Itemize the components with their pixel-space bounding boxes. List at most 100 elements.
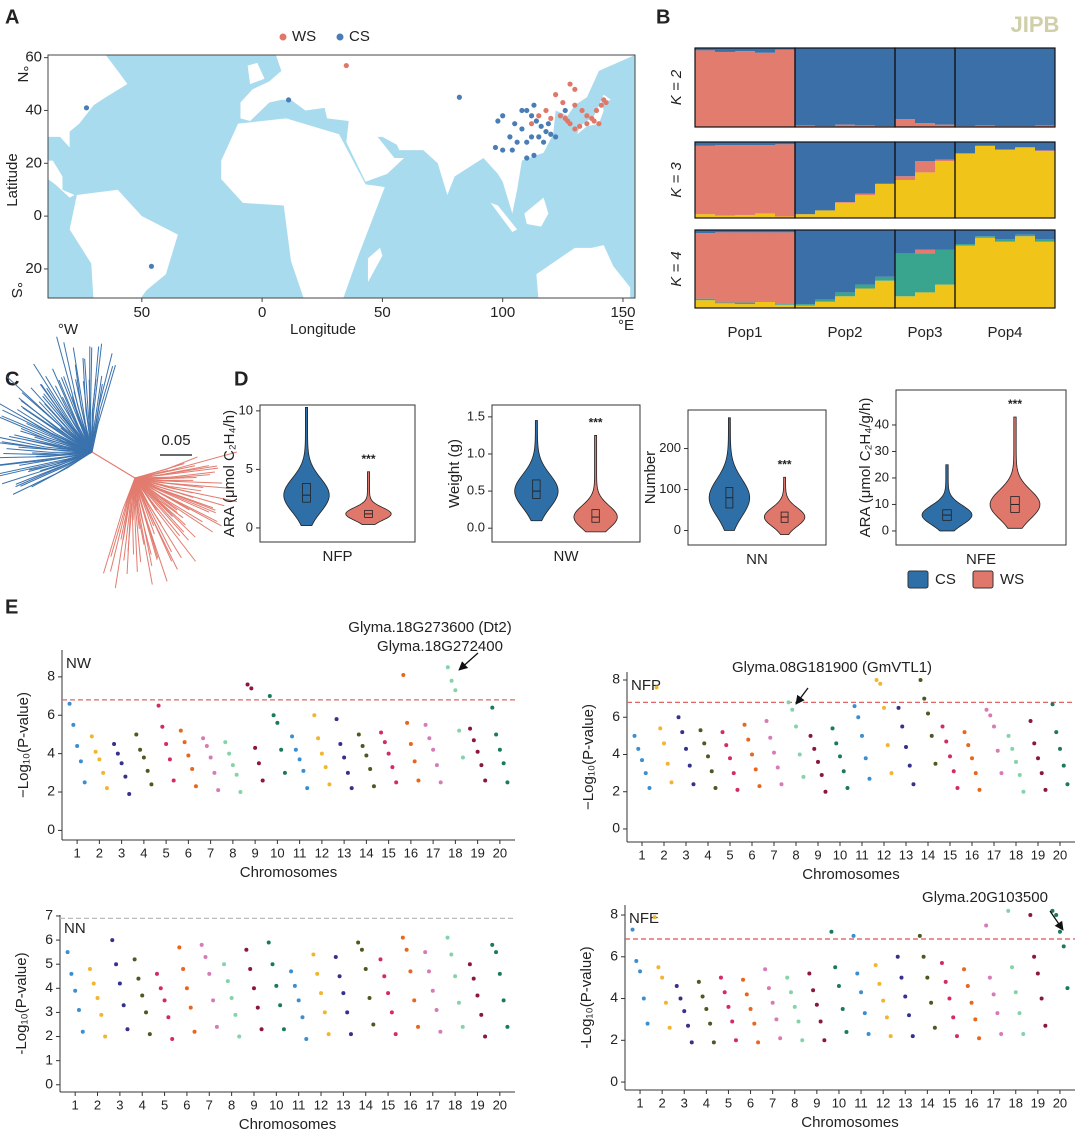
panel-title: NFP [631, 677, 661, 694]
x-tick-label: 2 [96, 845, 103, 860]
x-tick-label: 11 [854, 1095, 868, 1110]
snp-point [483, 778, 488, 783]
plot-frame [259, 404, 416, 543]
ancestry-segment [1015, 147, 1036, 218]
branch [91, 423, 99, 453]
branch [3, 453, 53, 456]
land [48, 55, 128, 148]
ancestry-segment [835, 202, 856, 218]
x-tick-label: 14 [920, 1095, 934, 1110]
snp-point [322, 1010, 327, 1015]
branch [42, 395, 77, 437]
branch [152, 486, 216, 514]
snp-point [69, 971, 74, 976]
snp-point [125, 1027, 130, 1032]
snp-point [501, 998, 506, 1003]
snp-point [158, 986, 163, 991]
snp-point [293, 747, 298, 752]
snp-point [434, 1008, 439, 1013]
snp-point [882, 705, 886, 710]
branch [147, 493, 189, 541]
snp-point [140, 993, 145, 998]
k-label: K = 3 [668, 162, 685, 198]
snp-point [833, 965, 838, 970]
snp-point [801, 774, 806, 779]
x-tick-label: 15 [943, 847, 957, 862]
sample-point [572, 126, 578, 132]
snp-point [752, 1021, 757, 1026]
ancestry-segment [855, 288, 876, 308]
k-label: K = 2 [668, 69, 685, 105]
snp-point [999, 1032, 1004, 1037]
x-tick-label: 4 [703, 1095, 710, 1110]
legend-swatch [907, 570, 929, 589]
sample-point [557, 113, 564, 119]
snp-point [229, 995, 234, 1000]
ancestry-segment [935, 124, 956, 127]
x-tick-label: 17 [987, 847, 1001, 862]
ancestry-segment [755, 142, 776, 146]
y-tick-label: 100 [659, 481, 681, 496]
ancestry-segment [715, 145, 736, 216]
x-tick-label: 11 [855, 847, 869, 862]
snp-point [348, 1032, 353, 1037]
branch [110, 495, 130, 557]
snp-point [164, 742, 169, 747]
x-tick-label: 1 [638, 847, 645, 862]
snp-point [907, 1013, 912, 1018]
snp-point [884, 1015, 889, 1020]
annotation-arrow [1049, 910, 1064, 931]
snp-point [665, 761, 670, 766]
box [302, 483, 311, 503]
snp-point [939, 961, 944, 966]
snp-point [371, 1022, 376, 1027]
snp-point [873, 963, 878, 968]
snp-point [494, 732, 499, 737]
snp-point [718, 975, 723, 980]
snp-point [874, 678, 879, 683]
snp-point [816, 759, 820, 764]
snp-point [680, 730, 685, 735]
snp-point [1028, 913, 1033, 918]
snp-point [334, 717, 339, 722]
branch [157, 495, 213, 533]
branch [102, 509, 124, 574]
snp-point [888, 1034, 893, 1039]
snp-point [177, 945, 182, 950]
y-tick-label: 4 [47, 744, 55, 760]
x-axis-title: Longitude [290, 321, 356, 338]
sample-point [589, 115, 595, 121]
ancestry-segment [755, 301, 776, 308]
snp-point [1013, 990, 1018, 995]
ancestry-segment [975, 48, 996, 126]
snp-point [1039, 771, 1044, 776]
snp-point [326, 1032, 331, 1037]
ancestry-segment [735, 302, 756, 305]
ancestry-segment [695, 233, 716, 299]
snp-point [211, 998, 216, 1003]
branch [58, 379, 79, 426]
ancestry-segment [695, 300, 716, 308]
ancestry-segment [975, 236, 996, 238]
y-tick-label: 8 [47, 668, 55, 684]
y-tick-label: 6 [612, 708, 620, 724]
snp-point [973, 771, 978, 776]
ancestry-segment [915, 172, 936, 218]
snp-point [65, 950, 70, 955]
snp-point [166, 1015, 171, 1020]
sample-point [536, 134, 542, 140]
sample-point [531, 102, 537, 108]
x-tick-label: 3 [681, 1095, 688, 1110]
ancestry-segment [735, 304, 756, 308]
sample-point [531, 152, 537, 158]
legend-label: WS [1000, 571, 1024, 588]
snp-point [823, 789, 828, 794]
ancestry-segment [995, 230, 1016, 240]
snp-point [479, 763, 484, 768]
snp-point [468, 726, 473, 731]
snp-point [822, 1038, 827, 1043]
snp-point [652, 915, 657, 920]
snp-point [1039, 996, 1044, 1001]
snp-point [274, 983, 279, 988]
sample-point [603, 99, 609, 106]
